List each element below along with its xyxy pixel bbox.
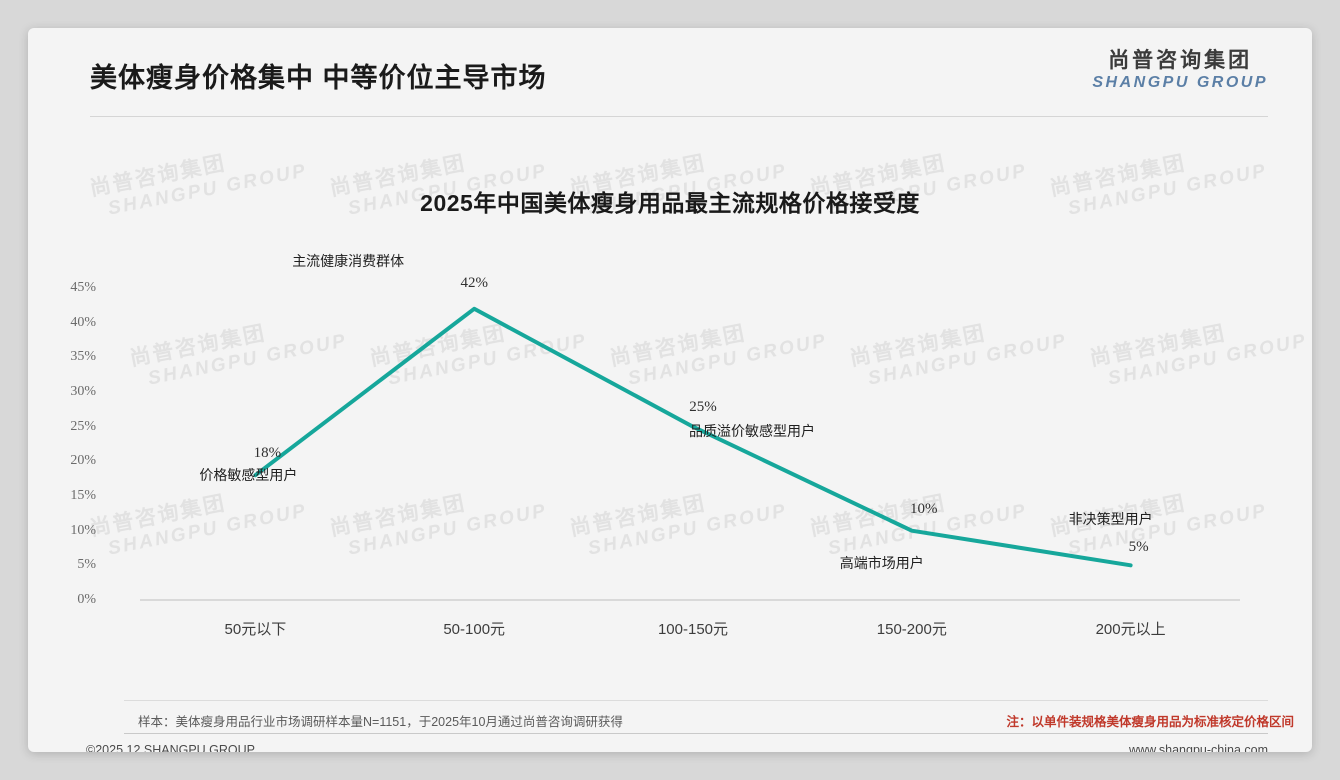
data-point-annotation: 价格敏感型用户: [199, 467, 298, 484]
page-title: 美体瘦身价格集中 中等价位主导市场: [90, 63, 547, 93]
data-point-annotation: 非决策型用户: [1068, 511, 1153, 528]
y-axis-tick-label: 10%: [70, 522, 96, 538]
data-point-value-label: 25%: [689, 398, 717, 415]
x-axis-tick-label: 100-150元: [657, 621, 729, 638]
footnote-note: 注：以单件装规格美体瘦身用品为标准核定价格区间: [1006, 715, 1294, 729]
y-axis-tick-label: 45%: [70, 280, 96, 295]
x-axis-tick-label: 50元以下: [224, 621, 287, 638]
line-chart-svg: [140, 306, 1240, 601]
data-point-annotation: 品质溢价敏感型用户: [689, 422, 815, 439]
brand-logo: 尚普咨询集团 SHANGPU GROUP: [1092, 48, 1268, 93]
y-axis-tick-label: 30%: [70, 384, 96, 399]
slide-header: 美体瘦身价格集中 中等价位主导市场 尚普咨询集团 SHANGPU GROUP: [28, 28, 1312, 118]
chart-title: 2025年中国美体瘦身用品最主流规格价格接受度: [420, 190, 920, 216]
brand-logo-en: SHANGPU GROUP: [1092, 74, 1268, 92]
brand-logo-cn: 尚普咨询集团: [1108, 49, 1253, 72]
data-point-value-label: 18%: [253, 445, 282, 462]
y-axis-tick-label: 20%: [70, 453, 96, 469]
data-point-value-label: 42%: [460, 274, 488, 291]
x-axis-tick-label: 50-100元: [443, 621, 506, 638]
data-point-annotation: 高端市场用户: [839, 554, 924, 571]
footer-url: www.shangpu-china.com: [1129, 743, 1268, 752]
y-axis-tick-label: 0%: [77, 592, 96, 607]
footer-copyright: ©2025.12 SHANGPU GROUP: [86, 743, 255, 752]
footnote-sample: 样本：美体瘦身用品行业市场调研样本量N=1151，于2025年10月通过尚普咨询…: [138, 715, 623, 729]
chart-plot-area: 0% 5% 10% 15% 20% 25% 30% 35% 40% 45% 50元以下 50-100元…: [70, 253, 1280, 638]
y-axis-tick-label: 25%: [70, 418, 96, 434]
y-axis-tick-label: 5%: [77, 557, 96, 573]
footnote-divider-top: [124, 700, 1268, 701]
data-point-annotation: 主流健康消费群体: [292, 252, 405, 269]
data-point-value-label: 5%: [1128, 539, 1149, 556]
x-axis-tick-label: 200元以上: [1095, 621, 1166, 638]
slide-canvas: 尚普咨询集团 SHANGPU GROUP 尚普咨询集团 SHANGPU GROUP 尚普…: [28, 28, 1312, 752]
y-axis-tick-label: 15%: [70, 488, 96, 503]
data-series-line: [253, 306, 1133, 568]
y-axis-tick-label: 40%: [70, 314, 96, 330]
x-axis-tick-label: 150-200元: [876, 621, 947, 638]
y-axis-tick-label: 35%: [70, 349, 96, 365]
data-point-value-label: 10%: [910, 500, 938, 517]
footnote-divider-bottom: [124, 733, 1268, 734]
header-divider: [90, 116, 1268, 117]
